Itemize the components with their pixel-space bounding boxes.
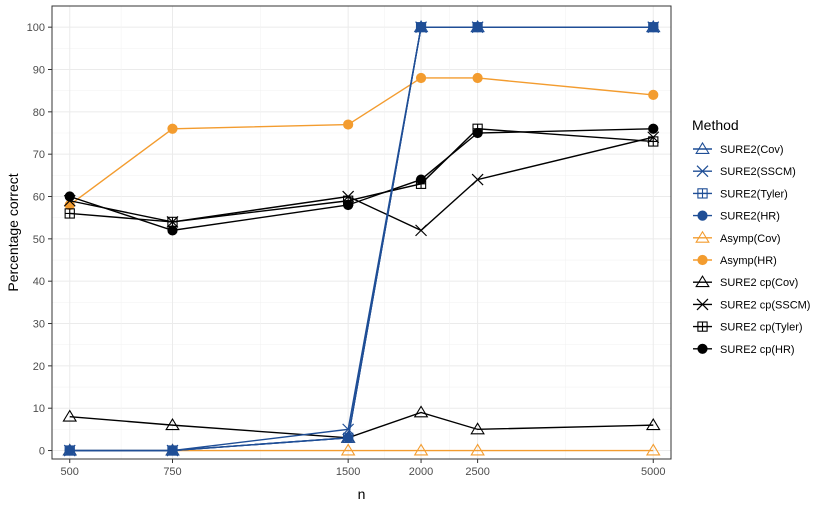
series-sure2-hr [64,22,659,456]
y-tick-label: 100 [27,22,45,34]
data-point-sure2-hr [415,22,427,33]
data-point-sure2-cp-cov [470,422,485,435]
x-tick-label: 500 [61,466,79,478]
legend-label: Asymp(Cov) [720,233,781,245]
series-line-sure2-hr [69,26,654,452]
data-point-sure2-cp-tyler [648,136,659,147]
legend-item-asymp-hr: Asymp(HR) [693,254,777,267]
legend-item-sure2-cp-hr: SURE2 cp(HR) [693,343,795,356]
data-point-sure2-cp-tyler [64,208,75,219]
data-point-asymp-hr [472,72,483,84]
data-point-asymp-cov [645,443,661,456]
x-tick-label: 5000 [641,466,665,478]
legend-key-marker [697,254,708,266]
legend-key-marker [697,188,708,199]
series-sure2-cp-sscm [63,131,660,237]
legend-item-asymp-cov: Asymp(Cov) [693,230,781,245]
y-tick-label: 60 [33,192,45,204]
y-tick-label: 80 [33,107,45,119]
y-tick-label: 0 [39,446,45,458]
legend: Method SURE2(Cov) SURE2(SSCM) SURE2(Tyler)… [692,117,810,356]
legend-label: SURE2(SSCM) [720,166,796,178]
data-point-sure2-cp-cov [165,418,180,431]
data-point-sure2-cp-hr [648,123,659,134]
data-point-sure2-cp-cov [645,418,661,431]
legend-item-sure2-sscm: SURE2(SSCM) [693,165,796,178]
legend-key-marker [696,165,709,178]
y-tick-label: 50 [33,234,45,246]
data-point-sure2-cp-hr [343,199,354,211]
data-point-asymp-cov [413,443,429,456]
legend-label: SURE2 cp(HR) [720,344,795,356]
legend-key-marker [696,298,709,311]
y-tick-label: 40 [33,276,45,288]
legend-key-marker [697,210,708,221]
panel-border [51,5,672,460]
legend-label: SURE2 cp(Cov) [720,277,798,289]
data-point-sure2-cp-hr [64,191,75,202]
axes: 0 10 20 30 40 50 60 70 80 90 100 500 750 1500 2000 2500… [27,22,666,478]
y-tick-label: 30 [33,319,45,331]
data-point-sure2-cp-hr [167,225,178,236]
data-point-asymp-hr [415,72,427,84]
y-tick-label: 20 [33,361,45,373]
legend-label: SURE2(HR) [720,211,780,223]
series-line-sure2-cp-sscm [69,136,654,232]
data-point-sure2-hr [64,445,75,456]
series-line-sure2-cp-cov [69,411,654,439]
data-point-asymp-cov [470,443,485,456]
data-point-sure2-hr [648,22,659,33]
legend-item-sure2-cp-tyler: SURE2 cp(Tyler) [693,321,803,334]
legend-item-sure2-cp-sscm: SURE2 cp(SSCM) [693,298,810,311]
legend-item-sure2-hr: SURE2(HR) [693,210,780,223]
legend-title: Method [692,117,739,133]
data-point-sure2-cp-sscm [471,173,484,186]
data-point-sure2-cp-cov [413,405,429,418]
data-point-sure2-hr [472,22,483,33]
x-tick-label: 750 [163,466,181,478]
data-point-sure2-cp-cov [62,409,78,422]
legend-item-sure2-tyler: SURE2(Tyler) [693,188,788,200]
y-tick-label: 10 [33,403,45,415]
data-point-sure2-cp-sscm [415,224,427,237]
legend-label: SURE2 cp(SSCM) [720,299,810,311]
legend-key-marker [695,230,710,243]
x-axis-title: n [358,486,366,502]
x-tick-label: 1500 [336,466,360,478]
x-tick-label: 2000 [409,466,433,478]
data-point-sure2-cp-hr [472,127,483,139]
legend-key-marker [695,141,710,154]
data-point-sure2-cp-hr [415,174,427,185]
legend-label: SURE2(Cov) [720,144,784,156]
data-point-asymp-hr [648,89,659,101]
legend-item-sure2-cov: SURE2(Cov) [693,141,784,156]
legend-label: Asymp(HR) [720,255,777,267]
x-tick-label: 2500 [465,466,489,478]
legend-key-marker [695,275,710,288]
legend-label: SURE2 cp(Tyler) [720,322,803,334]
series-line-asymp-hr [69,77,654,206]
data-point-asymp-hr [343,119,354,130]
data-point-asymp-hr [167,123,178,134]
legend-key-marker [697,343,708,354]
data-point-asymp-cov [340,443,356,456]
y-tick-label: 90 [33,65,45,77]
legend-item-sure2-cp-cov: SURE2 cp(Cov) [693,275,798,289]
series-layer [62,20,661,457]
y-tick-label: 70 [33,149,45,161]
series-line-sure2-cp-hr [69,128,654,232]
series-sure2-cp-hr [64,123,659,236]
data-point-sure2-hr [167,445,178,456]
data-point-sure2-hr [343,432,354,443]
y-axis-title: Percentage correct [5,173,21,291]
legend-key-marker [697,321,708,332]
legend-label: SURE2(Tyler) [720,188,788,200]
